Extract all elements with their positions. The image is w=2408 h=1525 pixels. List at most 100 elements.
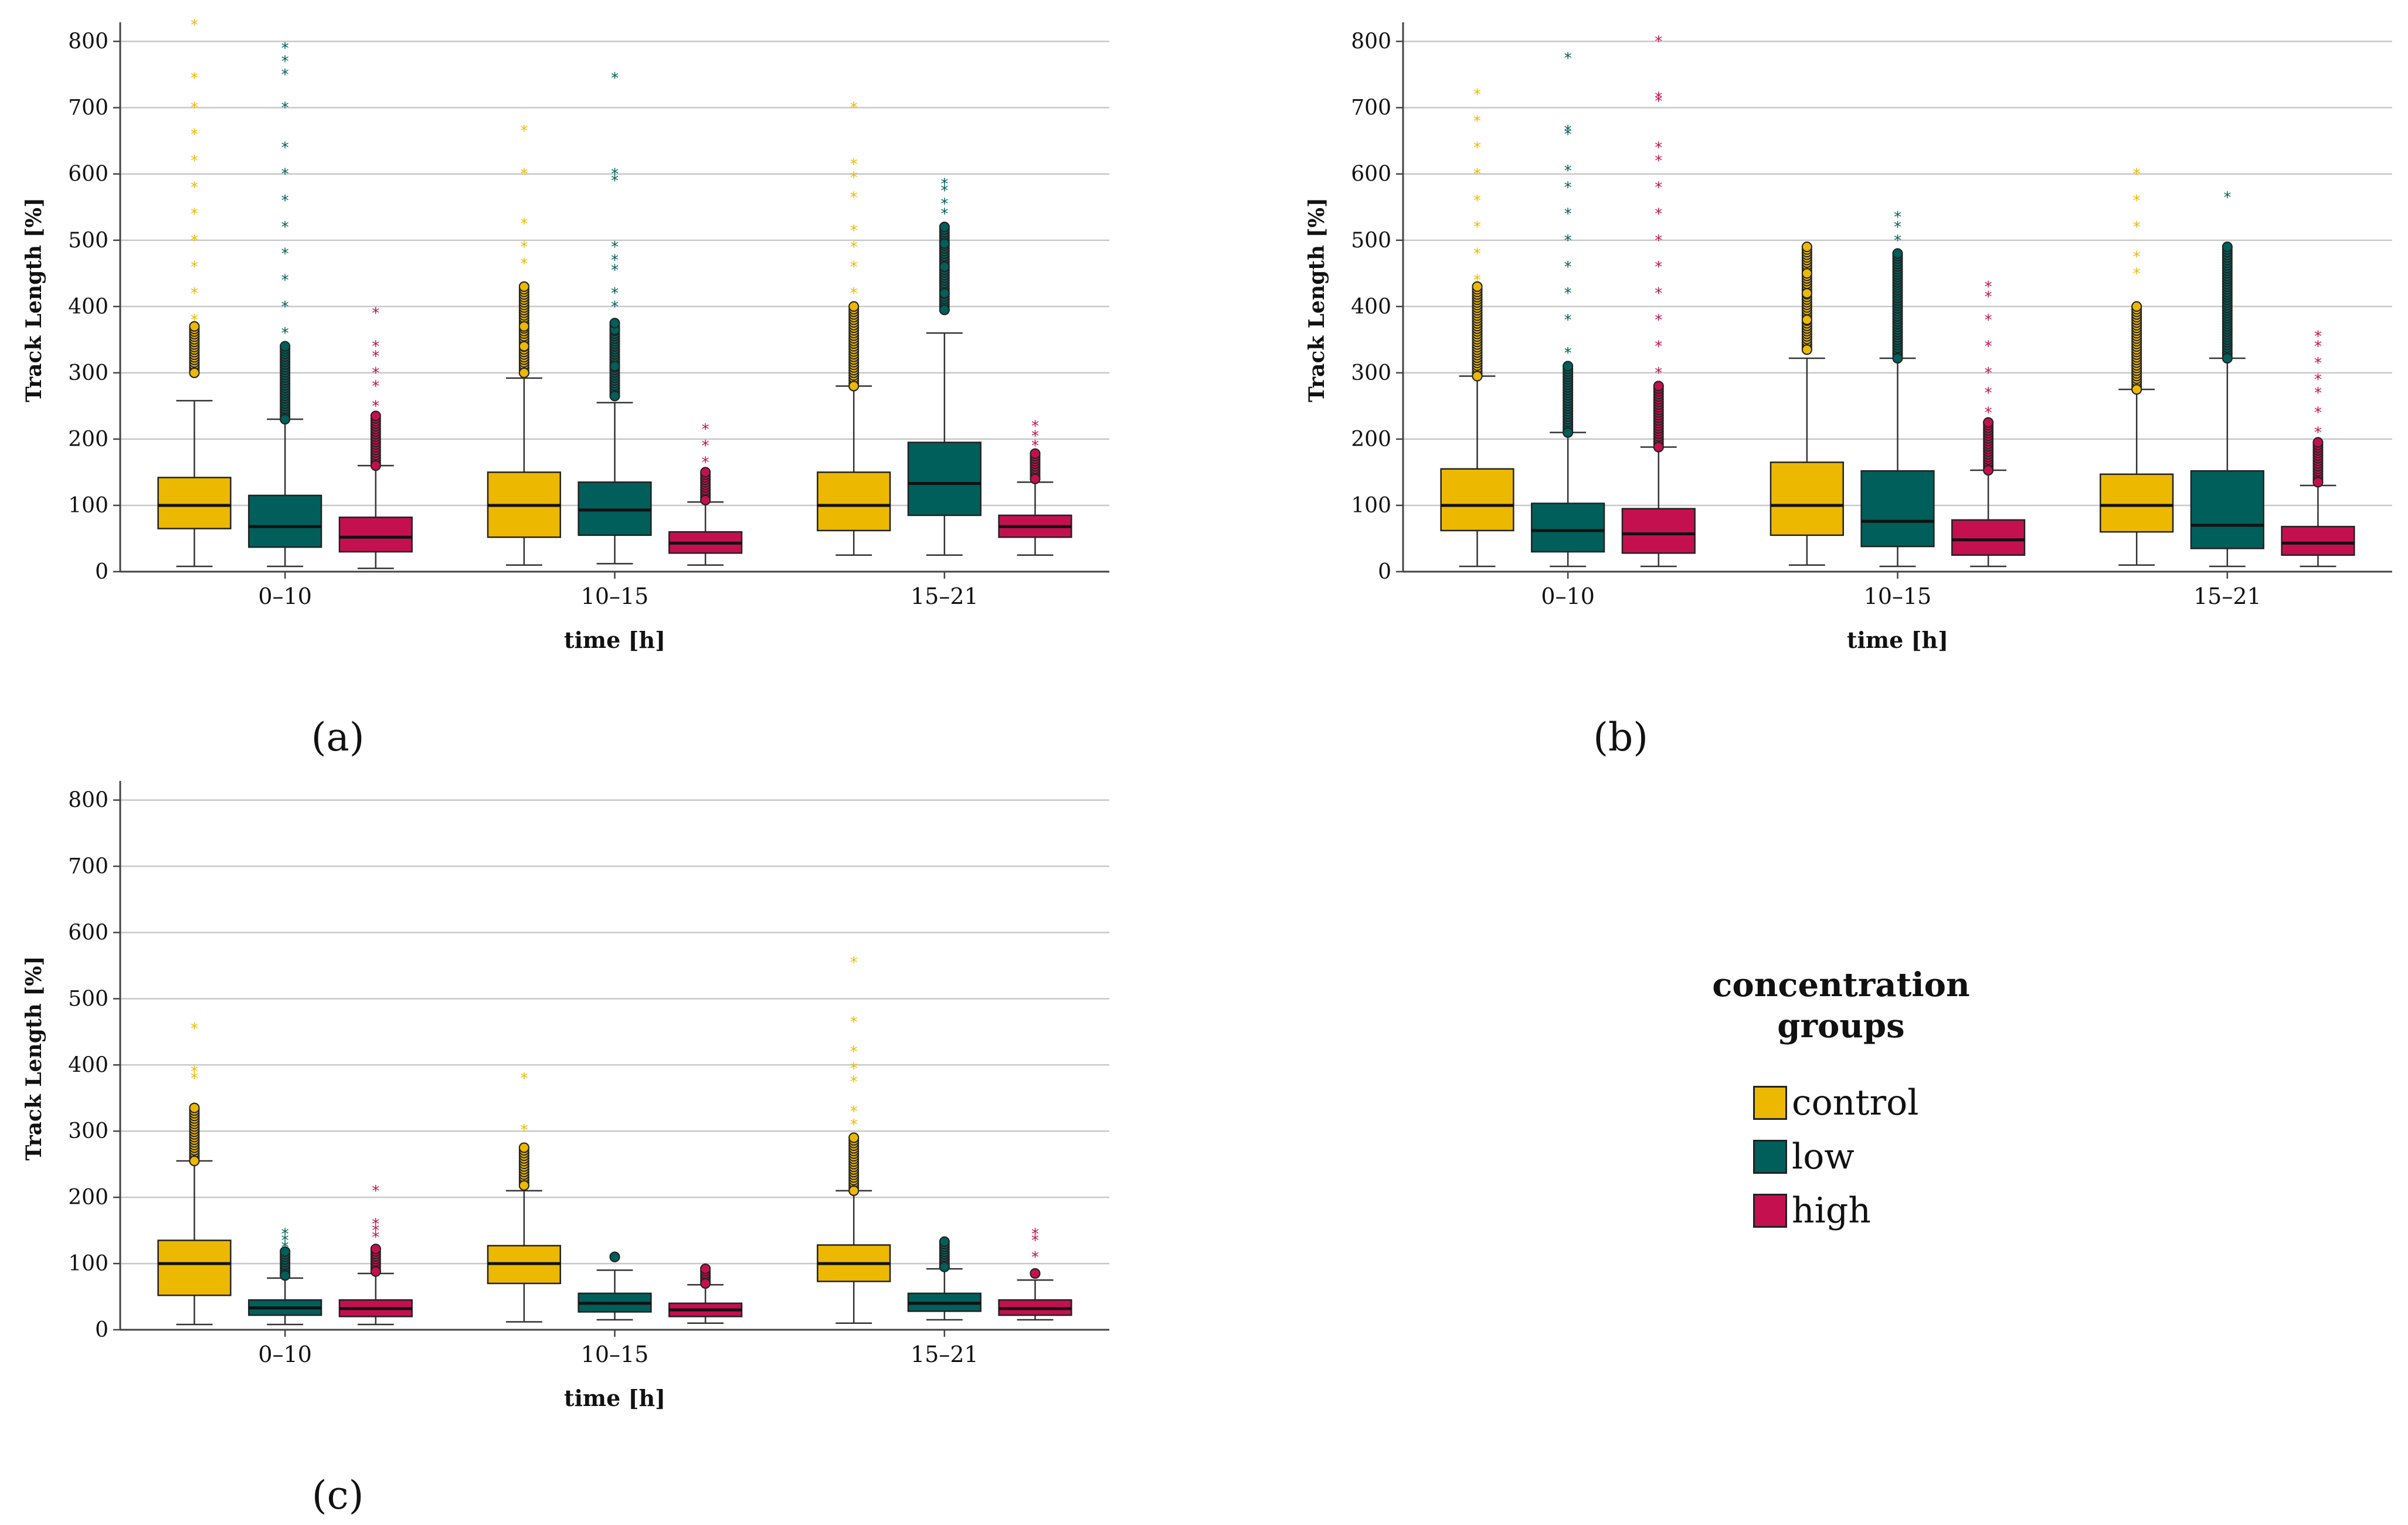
box-control	[1440, 468, 1514, 532]
extreme-point: *	[191, 311, 198, 329]
outlier-point	[280, 1246, 291, 1257]
box-high	[1621, 508, 1696, 554]
extreme-point: *	[1655, 338, 1662, 356]
outlier-point	[1983, 417, 1994, 428]
extreme-point: *	[611, 166, 619, 184]
box-high	[338, 517, 413, 553]
extreme-point: *	[1564, 285, 1572, 303]
extreme-point: *	[191, 16, 198, 34]
extreme-point: *	[1655, 33, 1662, 51]
outlier-point	[280, 1270, 291, 1281]
extreme-point: *	[1031, 1225, 1039, 1243]
extreme-point: *	[611, 252, 619, 270]
x-axis-label: time [h]	[1847, 627, 1948, 653]
y-tick-label: 400	[1351, 295, 1391, 319]
extreme-point: *	[1655, 152, 1662, 170]
outlier-point	[700, 1278, 711, 1289]
x-tick-label: 15–21	[911, 583, 979, 609]
panel-label: (c)	[312, 1473, 364, 1518]
outlier-point	[939, 304, 950, 315]
legend-label-low: low	[1792, 1136, 1855, 1177]
outlier-point	[1030, 473, 1041, 484]
box-high	[1951, 519, 2026, 556]
extreme-point: *	[372, 348, 379, 366]
extreme-point: *	[611, 262, 619, 280]
extreme-point: *	[1564, 126, 1572, 144]
outlier-point	[518, 321, 529, 332]
outlier-point	[2131, 301, 2142, 312]
outlier-point	[370, 1244, 381, 1255]
x-tick-label: 0–10	[258, 583, 312, 609]
extreme-point: *	[520, 166, 528, 184]
outlier-point	[1801, 344, 1812, 355]
extreme-point: *	[2133, 192, 2141, 210]
extreme-point: *	[372, 1183, 379, 1200]
extreme-point: *	[1473, 245, 1481, 263]
extreme-point: *	[372, 1215, 379, 1233]
outlier-point	[189, 367, 200, 378]
legend-title-line1: concentration	[1712, 966, 1970, 1004]
legend-swatch-control	[1753, 1086, 1787, 1120]
outlier-point	[1030, 1268, 1041, 1279]
chart-panel-a: 0 100 200 300 400 500 600 700 800 Track Length [%…	[22, 16, 1109, 760]
extreme-point: *	[1564, 206, 1572, 223]
outlier-point	[518, 341, 529, 352]
extreme-point: *	[191, 285, 198, 303]
extreme-point: *	[1564, 259, 1572, 276]
extreme-point: *	[191, 126, 198, 144]
extreme-point: *	[2314, 405, 2322, 422]
outlier-point	[939, 261, 950, 272]
extreme-point: *	[850, 1116, 858, 1134]
extreme-point: *	[281, 192, 289, 210]
outlier-point	[2131, 384, 2142, 395]
y-tick-label: 600	[1351, 162, 1391, 186]
extreme-point: *	[850, 1044, 858, 1061]
outlier-point	[939, 1236, 950, 1247]
outlier-point	[848, 1185, 860, 1196]
y-tick-label: 800	[1351, 30, 1391, 54]
extreme-point: *	[281, 272, 289, 290]
extreme-point: *	[191, 232, 198, 250]
x-axis-label: time [h]	[564, 1385, 665, 1411]
box-low	[1531, 502, 1605, 553]
extreme-point: *	[281, 298, 289, 316]
extreme-point: *	[702, 421, 709, 439]
outlier-point	[939, 238, 950, 249]
extreme-point: *	[1655, 90, 1662, 107]
legend-item-high: high	[1753, 1190, 1871, 1231]
y-tick-label: 700	[68, 96, 108, 120]
y-tick-label: 700	[1351, 96, 1391, 120]
extreme-point: *	[850, 1014, 858, 1031]
extreme-point: *	[1031, 1232, 1039, 1250]
extreme-point: *	[2314, 328, 2322, 346]
outlier-point	[1801, 242, 1812, 253]
y-tick-label: 700	[68, 855, 108, 879]
extreme-point: *	[520, 1070, 528, 1088]
extreme-point: *	[191, 1020, 198, 1038]
extreme-point: *	[1985, 385, 1992, 402]
extreme-point: *	[2223, 189, 2231, 206]
chart-panel-b: 0 100 200 300 400 500 600 700 800 Track Length [%…	[1305, 22, 2392, 760]
extreme-point: *	[2314, 371, 2322, 389]
extreme-point: *	[1985, 288, 1992, 306]
extreme-point: *	[281, 1232, 289, 1250]
extreme-point: *	[1894, 219, 1901, 236]
box-low	[907, 441, 981, 517]
extreme-point: *	[940, 196, 948, 213]
box-control	[157, 1239, 232, 1296]
extreme-point: *	[2314, 338, 2322, 356]
chart-panel-c: 0 100 200 300 400 500 600 700 800 Track Length [%…	[22, 781, 1109, 1518]
outlier-point	[2312, 437, 2324, 448]
extreme-point: *	[2314, 385, 2322, 402]
extreme-point: *	[372, 1222, 379, 1240]
y-tick-label: 300	[1351, 361, 1391, 385]
outlier-point	[848, 301, 860, 312]
extreme-point: *	[1473, 166, 1481, 184]
extreme-point: *	[702, 437, 709, 455]
extreme-point: *	[1655, 365, 1662, 382]
legend-swatch-high	[1753, 1194, 1787, 1228]
extreme-point: *	[1564, 50, 1572, 67]
extreme-point: *	[1655, 259, 1662, 276]
extreme-point: *	[281, 245, 289, 263]
extreme-point: *	[520, 1122, 528, 1139]
